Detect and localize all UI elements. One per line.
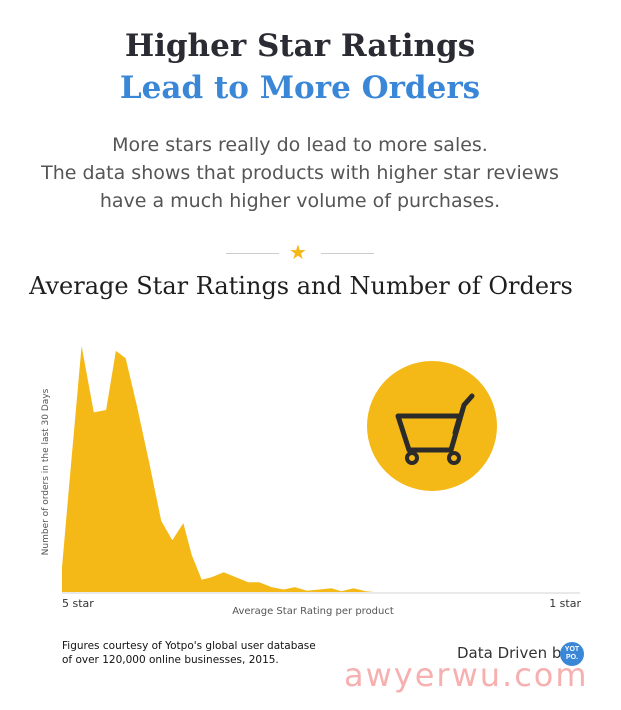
shopping-cart-icon [367, 361, 497, 491]
subtitle-line-1: More stars really do lead to more sales. [112, 134, 488, 156]
credit-line-2: of over 120,000 online businesses, 2015. [62, 654, 279, 666]
y-axis-label: Number of orders in the last 30 Days [41, 388, 51, 555]
x-tick-label-5-star: 5 star [62, 597, 94, 610]
divider-left [226, 253, 279, 254]
data-driven-label: Data Driven by [457, 644, 571, 662]
area-series [62, 346, 552, 592]
title-line-1: Higher Star Ratings [124, 28, 476, 64]
watermark: awyerwu.com [344, 656, 589, 694]
x-axis-label: Average Star Rating per product [232, 606, 394, 617]
chart-title: Average Star Ratings and Number of Order… [29, 272, 573, 300]
yotpo-logo: YOT PO. [560, 642, 584, 666]
credit-line-1: Figures courtesy of Yotpo's global user … [62, 640, 316, 652]
title-line-2: Lead to More Orders [119, 70, 481, 106]
x-tick-label-1-star: 1 star [549, 597, 581, 610]
area-chart: Number of orders in the last 30 Days Ave… [41, 346, 581, 617]
subtitle-line-2: The data shows that products with higher… [41, 162, 559, 184]
divider-right [321, 253, 374, 254]
subtitle-line-3: have a much higher volume of purchases. [99, 190, 501, 212]
star-icon: ★ [289, 242, 307, 264]
